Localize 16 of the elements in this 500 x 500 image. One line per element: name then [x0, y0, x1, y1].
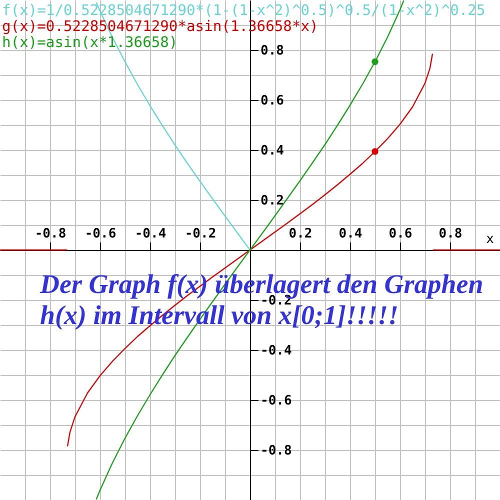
x-tick-label: 0.2: [288, 226, 312, 242]
y-tick-label: 0.2: [260, 194, 284, 208]
y-tick-label: 0.6: [260, 94, 284, 108]
y-tick-label: -0.6: [260, 394, 292, 408]
x-axis-title: x: [486, 232, 494, 247]
x-tick-label: -0.8: [34, 226, 66, 242]
x-tick-label: -0.2: [184, 226, 216, 242]
x-tick-label: 0.6: [388, 226, 412, 242]
x-tick-label: -0.6: [84, 226, 116, 242]
y-tick-label: -0.4: [260, 344, 292, 358]
x-tick-label: -0.4: [134, 226, 166, 242]
y-tick-label: 0.8: [260, 44, 284, 58]
x-tick-label: 0.4: [338, 226, 362, 242]
x-tick-label: 0.8: [438, 226, 462, 242]
y-tick-label: 0.4: [260, 144, 284, 158]
y-tick-label: -0.8: [260, 444, 292, 458]
